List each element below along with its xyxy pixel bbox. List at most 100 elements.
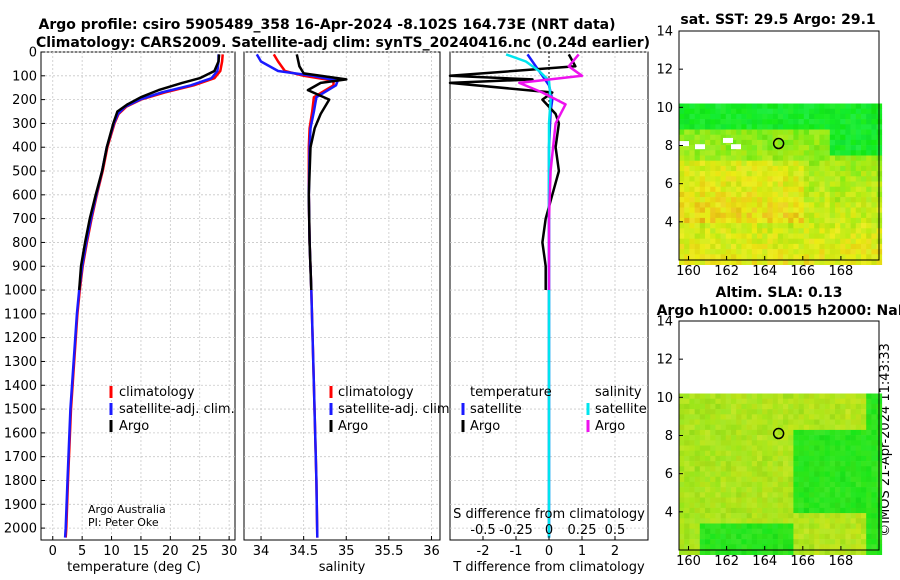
heatmap-cell — [777, 150, 784, 156]
heatmap-cell — [814, 403, 820, 410]
heatmap-cell — [861, 103, 867, 109]
heatmap-cell — [845, 393, 851, 399]
heatmap-cell — [767, 507, 773, 514]
heatmap-cell — [861, 424, 867, 431]
heatmap-cell — [777, 507, 784, 514]
heatmap-cell — [798, 429, 805, 436]
heatmap-cell — [736, 108, 742, 115]
heatmap-cell — [829, 108, 836, 115]
heatmap-cell — [855, 134, 862, 141]
heatmap-cell — [741, 186, 747, 193]
heatmap-cell — [777, 259, 784, 265]
heatmap-cell — [746, 398, 753, 405]
heatmap-cell — [720, 108, 727, 115]
heatmap-cell — [762, 445, 768, 451]
heatmap-cell — [793, 450, 799, 457]
heatmap-cell — [699, 254, 706, 260]
heatmap-cell — [679, 424, 685, 431]
heatmap-cell — [866, 238, 872, 245]
heatmap-cell — [767, 134, 773, 141]
heatmap-cell — [725, 403, 732, 410]
heatmap-cell — [741, 487, 747, 493]
heatmap-cell — [715, 507, 721, 514]
heatmap-cell — [705, 155, 711, 161]
heatmap-cell — [736, 518, 742, 524]
heatmap-cell — [694, 202, 701, 208]
heatmap-cell — [694, 176, 701, 182]
heatmap-cell — [751, 461, 758, 467]
heatmap-cell — [731, 466, 737, 472]
heatmap-cell — [819, 228, 825, 234]
heatmap-cell — [762, 103, 768, 109]
heatmap-cell — [798, 440, 805, 446]
y-tick-label: 12 — [656, 63, 673, 78]
heatmap-cell — [705, 165, 711, 172]
heatmap-cell — [710, 419, 716, 425]
heatmap-cell — [835, 129, 841, 135]
heatmap-cell — [772, 186, 779, 193]
heatmap-cell — [793, 202, 799, 208]
salinity-panel: 34 34.5 35 35.5 36 salinity climatology sate… — [243, 51, 454, 575]
heatmap-cell — [783, 249, 789, 255]
heatmap-cell — [814, 254, 820, 260]
heatmap-cell — [746, 518, 753, 524]
heatmap-cell — [835, 450, 841, 457]
heatmap-cell — [751, 487, 758, 493]
heatmap-cell — [762, 466, 768, 472]
heatmap-cell — [803, 518, 810, 524]
heatmap-cell — [798, 513, 805, 519]
heatmap-cell — [845, 455, 851, 462]
heatmap-cell — [798, 476, 805, 483]
heatmap-cell — [679, 487, 685, 493]
heatmap-cell — [684, 461, 690, 467]
heatmap-cell — [777, 455, 784, 462]
heatmap-cell — [840, 176, 846, 182]
heatmap-cell — [715, 414, 721, 420]
heatmap-cell — [814, 518, 820, 524]
heatmap-cell — [694, 134, 701, 141]
heatmap-cell — [850, 254, 857, 260]
heatmap-cell — [845, 186, 851, 193]
heatmap-cell — [757, 228, 763, 234]
heatmap-cell — [710, 228, 716, 234]
heatmap-cell — [751, 134, 758, 141]
heatmap-cell — [725, 254, 732, 260]
heatmap-cell — [855, 212, 862, 219]
heatmap-cell — [725, 119, 732, 125]
heatmap-cell — [809, 249, 815, 255]
x-tick-label-salinity: 0.5 — [605, 523, 626, 538]
heatmap-cell — [850, 409, 857, 415]
heatmap-cell — [861, 403, 867, 410]
heatmap-cell — [829, 207, 836, 213]
heatmap-cell — [824, 139, 831, 146]
heatmap-cell — [819, 150, 825, 156]
heatmap-cell — [866, 228, 872, 234]
heatmap-cell — [855, 249, 862, 255]
heatmap-cell — [777, 476, 784, 483]
heatmap-cell — [694, 155, 701, 161]
heatmap-cell — [871, 238, 877, 245]
heatmap-cell — [757, 476, 763, 483]
heatmap-cell — [736, 181, 742, 187]
heatmap-cell — [725, 212, 732, 219]
heatmap-cell — [694, 207, 701, 213]
heatmap-cell — [694, 429, 701, 436]
heatmap-cell — [803, 155, 810, 161]
heatmap-cell — [814, 197, 820, 203]
heatmap-cell — [741, 228, 747, 234]
heatmap-cell — [741, 171, 747, 177]
heatmap-cell — [699, 202, 706, 208]
heatmap-cell — [757, 507, 763, 514]
heatmap-cell — [736, 254, 742, 260]
heatmap-cell — [751, 492, 758, 498]
heatmap-cell — [861, 243, 867, 250]
heatmap-cell — [731, 155, 737, 161]
heatmap-cell — [767, 440, 773, 446]
heatmap-cell — [751, 549, 758, 555]
heatmap-cell — [793, 113, 799, 120]
heatmap-cell — [845, 217, 851, 224]
heatmap-cell — [767, 403, 773, 410]
heatmap-cell — [798, 492, 805, 498]
heatmap-cell — [824, 191, 831, 198]
heatmap-cell — [767, 518, 773, 524]
